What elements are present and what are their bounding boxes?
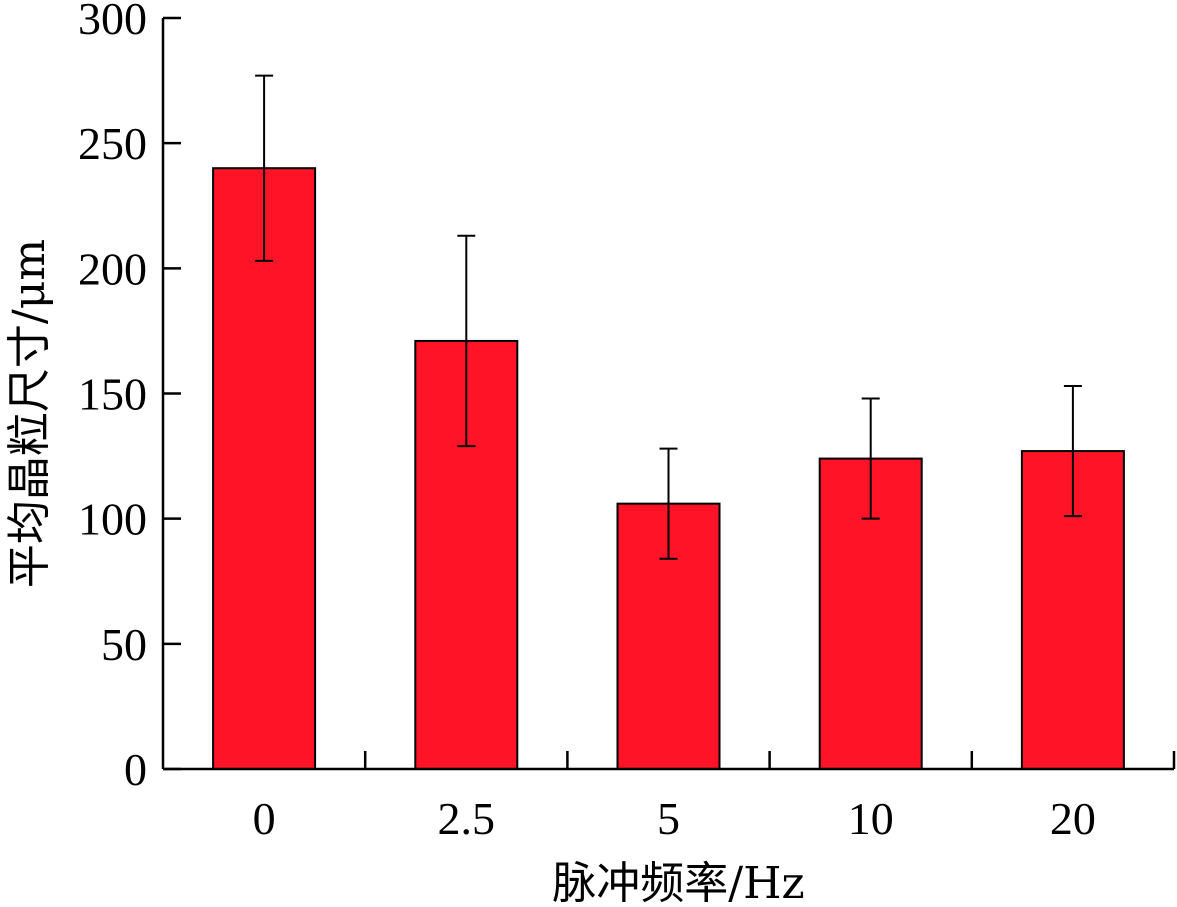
- x-tick-label: 0: [253, 793, 276, 844]
- error-bar: [457, 234, 476, 448]
- error-bar: [659, 447, 678, 560]
- bars: [212, 167, 1125, 770]
- error-bar: [861, 397, 880, 520]
- error-bar: [255, 74, 274, 262]
- error-bar: [1063, 384, 1082, 518]
- y-tick-label: 50: [101, 619, 147, 670]
- y-tick-label: 0: [124, 744, 147, 795]
- x-tick-label: 10: [848, 793, 894, 844]
- bar: [818, 457, 923, 770]
- y-tick-label: 250: [78, 118, 147, 169]
- y-tick-label: 150: [78, 369, 147, 420]
- x-tick-label: 2.5: [438, 793, 496, 844]
- y-tick-label: 200: [78, 243, 147, 294]
- bar: [212, 167, 317, 770]
- bar: [616, 502, 721, 770]
- x-tick-label: 5: [657, 793, 680, 844]
- y-axis-title: 平均晶粒尺寸/μm: [4, 239, 55, 588]
- x-axis-title: 脉冲频率/Hz: [552, 858, 804, 907]
- y-axis-ticks: 0 50 100 150 200 250 300: [78, 0, 181, 795]
- x-axis-ticks: 0 2.5 5 10 20: [253, 751, 1176, 844]
- error-bars: [255, 74, 1082, 560]
- x-tick-label: 20: [1050, 793, 1096, 844]
- y-tick-label: 300: [78, 0, 147, 44]
- y-tick-label: 100: [78, 494, 147, 545]
